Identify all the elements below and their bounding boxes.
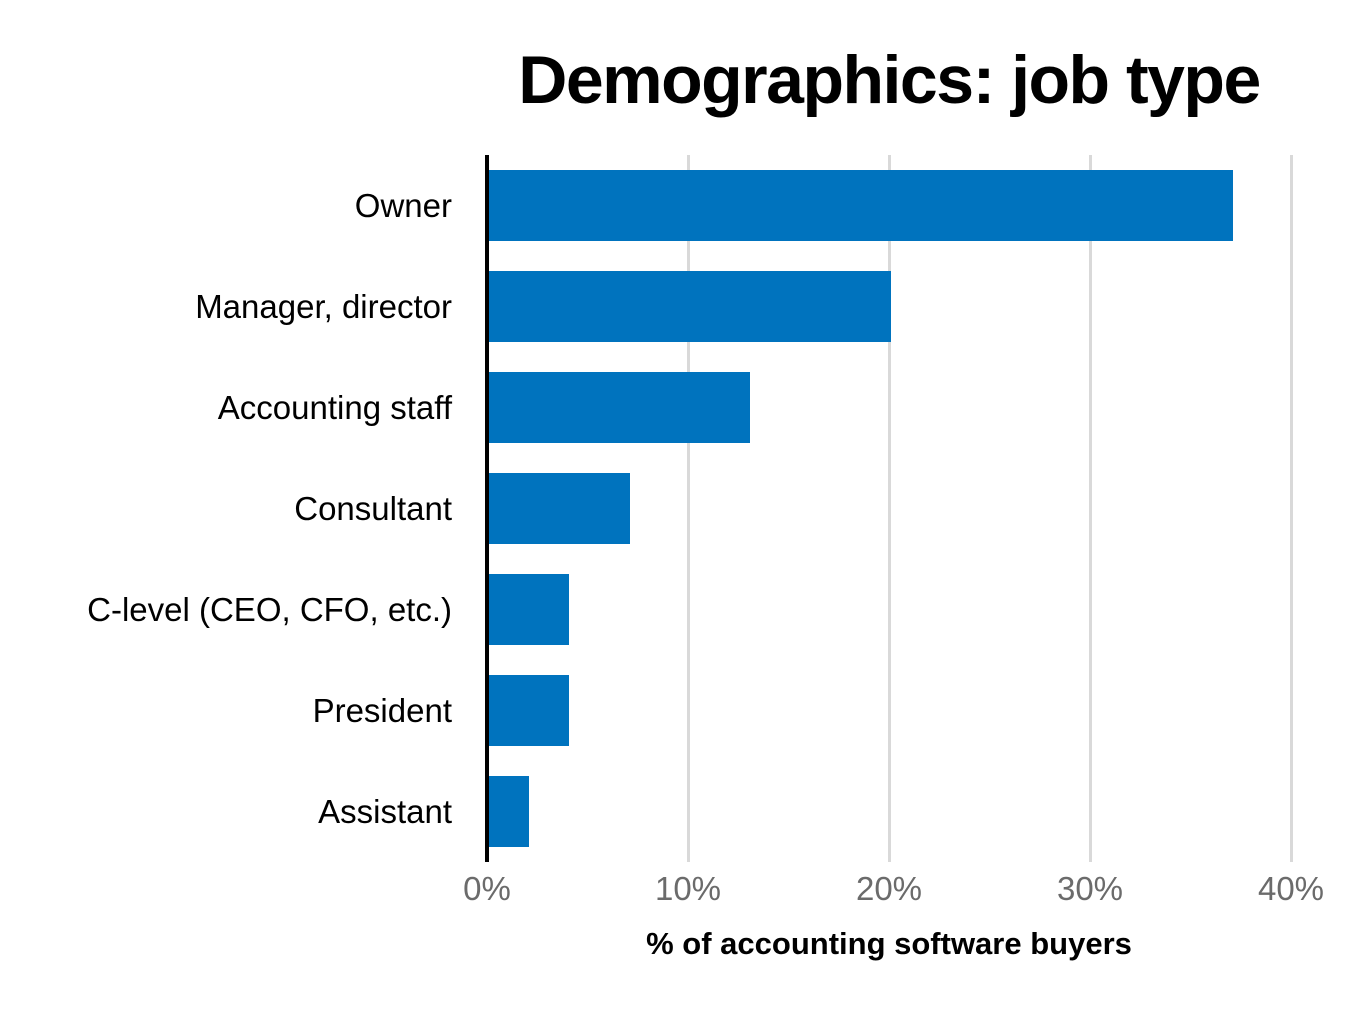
x-tick-label-10: 10% (654, 870, 722, 907)
bar-0 (489, 170, 1233, 241)
gridline-40 (1289, 155, 1293, 862)
bar-1 (489, 271, 891, 342)
category-label-6: Assistant (318, 792, 452, 830)
category-label-0: Owner (354, 186, 452, 224)
x-axis-label: % of accounting software buyers (646, 926, 1132, 961)
category-label-3: Consultant (294, 489, 452, 527)
x-tick-label-20: 20% (855, 870, 923, 907)
bar-4 (489, 574, 570, 645)
gridline-30 (1088, 155, 1092, 862)
category-label-1: Manager, director (195, 287, 452, 325)
x-tick-label-30: 30% (1056, 870, 1124, 907)
bar-2 (489, 372, 751, 443)
y-axis-line (485, 155, 489, 862)
x-tick-label-0: 0% (463, 870, 511, 907)
bar-5 (489, 675, 570, 746)
bar-3 (489, 473, 630, 544)
category-label-5: President (312, 691, 452, 729)
bar-6 (489, 776, 530, 847)
category-label-2: Accounting staff (217, 388, 452, 426)
gridline-20 (887, 155, 891, 862)
chart-title: Demographics: job type (518, 42, 1261, 118)
x-tick-label-40: 40% (1257, 870, 1325, 907)
gridline-10 (686, 155, 690, 862)
category-label-4: C-level (CEO, CFO, etc.) (87, 590, 452, 628)
